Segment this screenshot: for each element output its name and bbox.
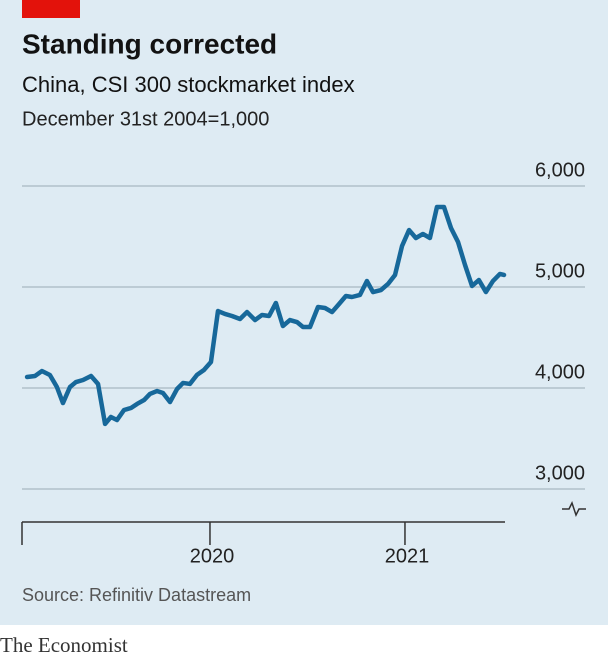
chart-subtitle: China, CSI 300 stockmarket index [22, 72, 355, 97]
axis-break [562, 501, 586, 517]
y-tick-label: 6,000 [535, 159, 585, 181]
y-tick-label: 3,000 [535, 462, 585, 484]
brand: The Economist [0, 633, 128, 657]
background [0, 0, 608, 625]
red-tag [22, 0, 80, 18]
source: Source: Refinitiv Datastream [22, 585, 251, 605]
y-tick-label: 5,000 [535, 260, 585, 282]
x-tick-label: 2021 [385, 545, 430, 567]
chart-note: December 31st 2004=1,000 [22, 108, 269, 130]
y-tick-label: 4,000 [535, 361, 585, 383]
data-line [24, 204, 507, 427]
chart-title: Standing corrected [22, 28, 277, 59]
x-tick-label: 2020 [190, 545, 235, 567]
